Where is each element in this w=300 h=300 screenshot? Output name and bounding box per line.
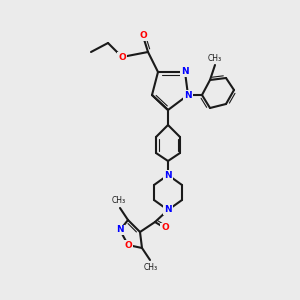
Text: CH₃: CH₃ bbox=[112, 196, 126, 205]
Text: N: N bbox=[116, 226, 124, 235]
Text: N: N bbox=[184, 91, 192, 100]
Text: O: O bbox=[118, 52, 126, 62]
Text: O: O bbox=[124, 241, 132, 250]
Text: N: N bbox=[164, 170, 172, 179]
Text: N: N bbox=[181, 68, 189, 76]
Text: O: O bbox=[139, 32, 147, 40]
Text: O: O bbox=[161, 224, 169, 232]
Text: CH₃: CH₃ bbox=[144, 263, 158, 272]
Text: CH₃: CH₃ bbox=[208, 54, 222, 63]
Text: N: N bbox=[164, 206, 172, 214]
